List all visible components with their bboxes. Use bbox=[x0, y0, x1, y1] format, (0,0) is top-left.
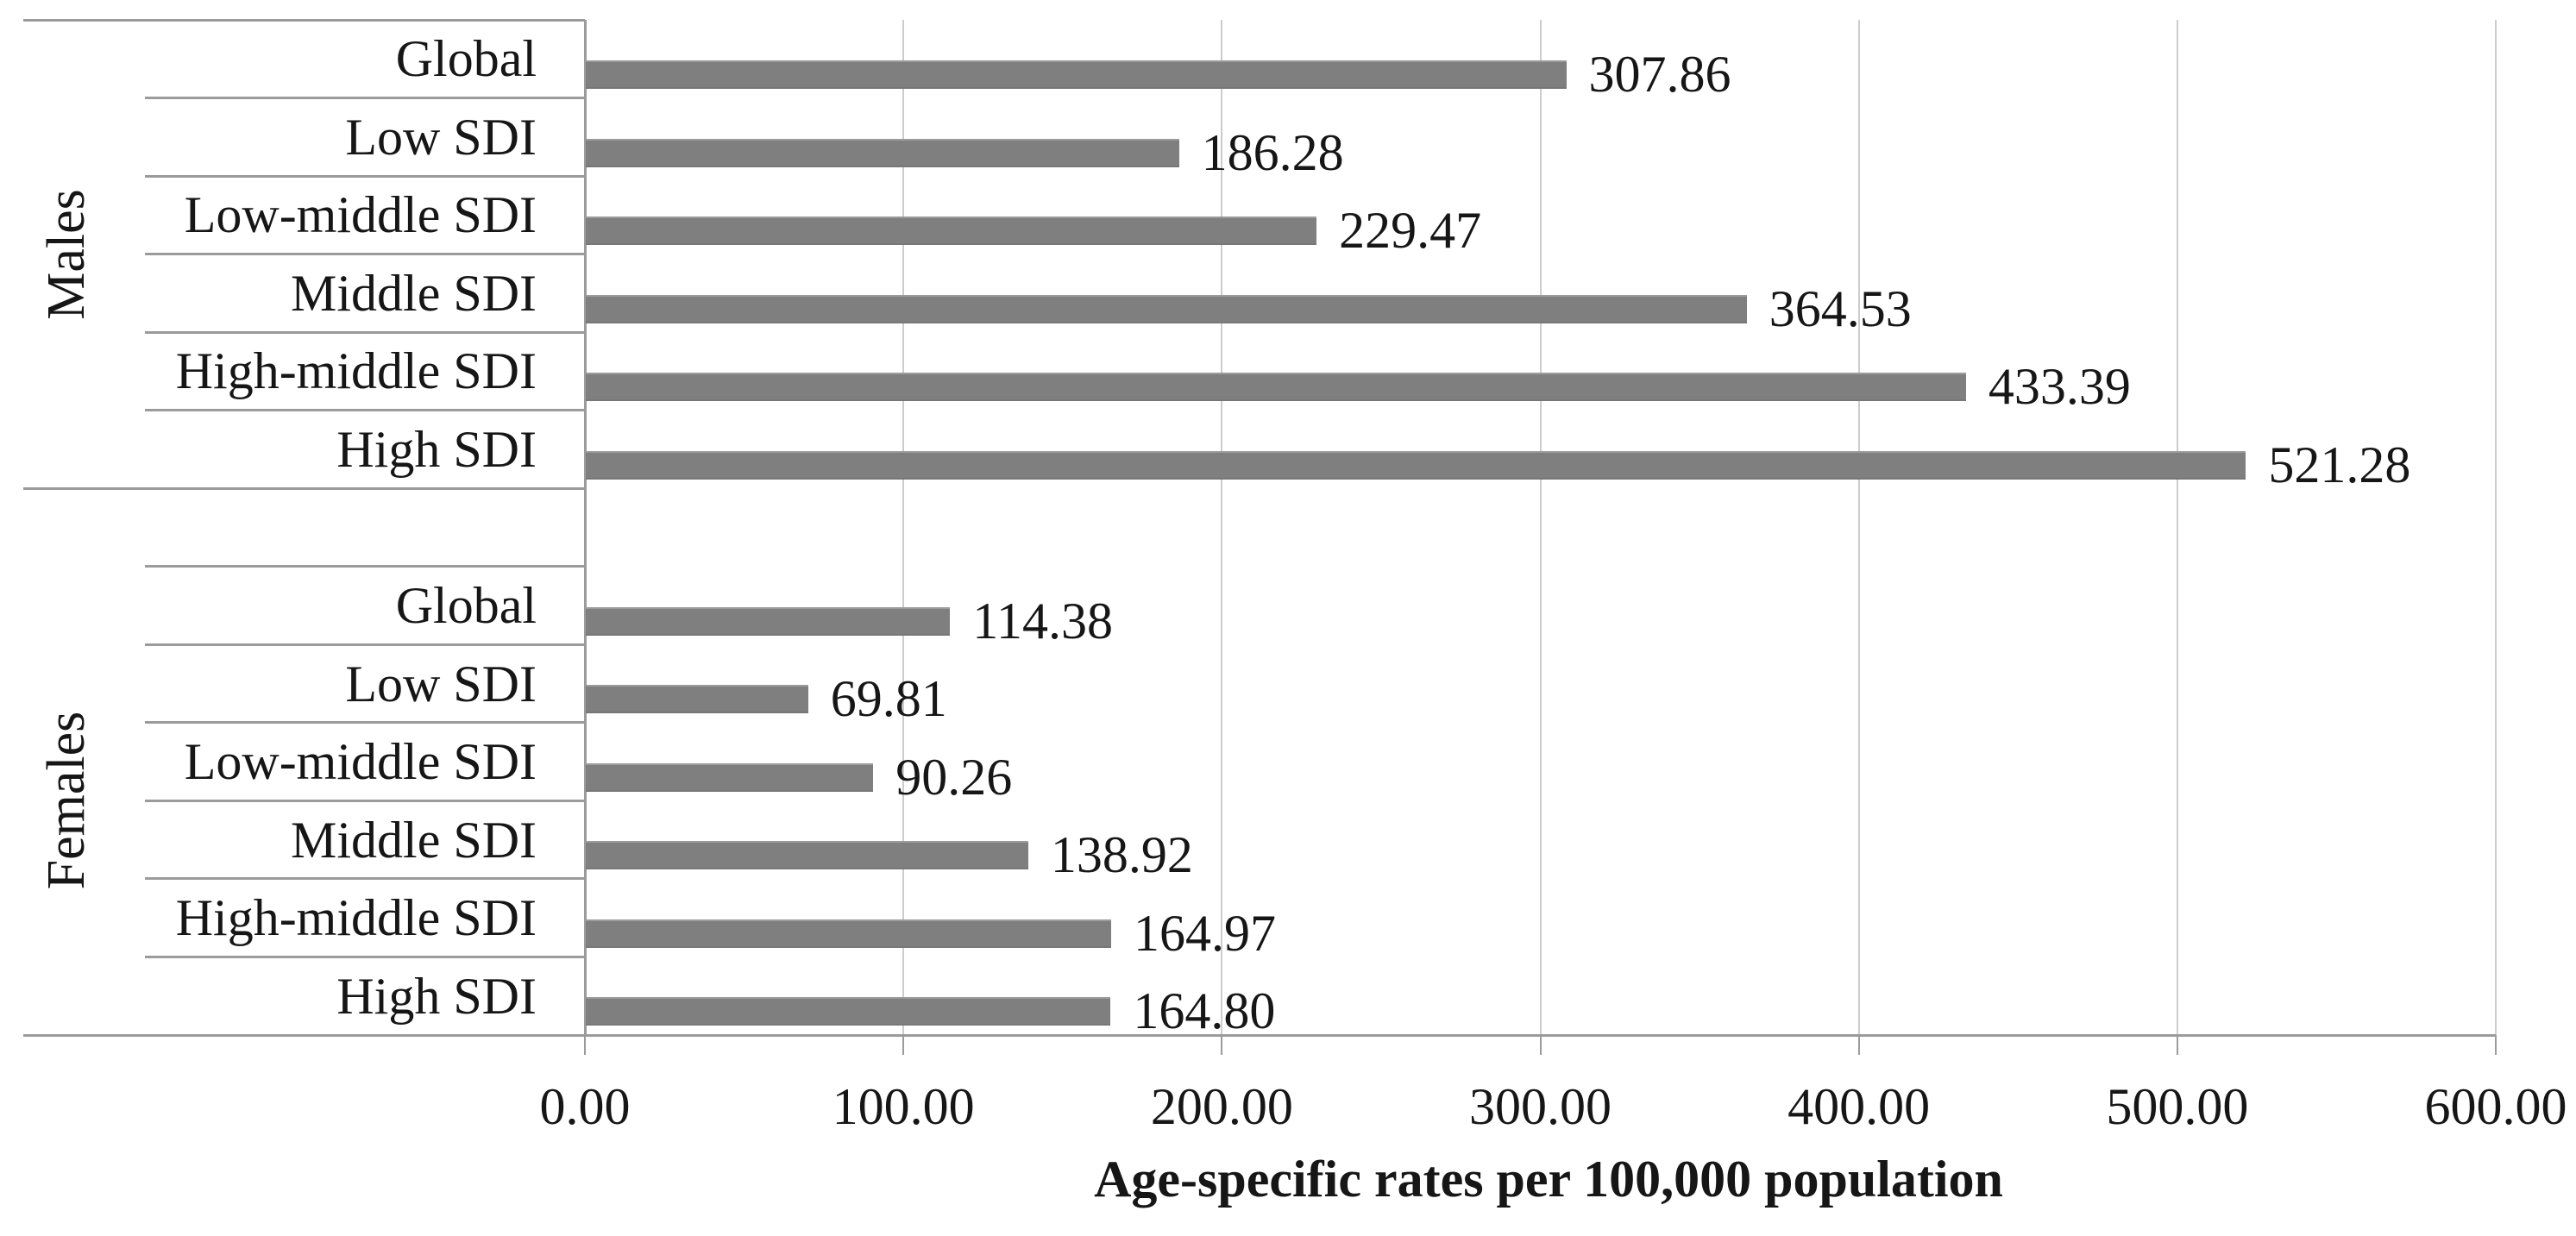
bar bbox=[586, 373, 1966, 402]
category-label: Middle SDI bbox=[291, 264, 537, 322]
bar-value-label: 114.38 bbox=[972, 592, 1114, 649]
bar bbox=[586, 216, 1317, 246]
axis-tick-label: 100.00 bbox=[832, 1078, 975, 1135]
axis-tick-label: 200.00 bbox=[1150, 1078, 1293, 1135]
category-separator-line bbox=[145, 955, 585, 958]
category-label: Global bbox=[395, 577, 537, 635]
gridline bbox=[1221, 20, 1223, 1035]
category-separator-line bbox=[145, 174, 585, 178]
category-separator-line bbox=[145, 565, 585, 568]
bar-value-label: 307.86 bbox=[1588, 46, 1731, 103]
bar-value-label: 138.92 bbox=[1050, 826, 1193, 884]
bar bbox=[586, 60, 1567, 89]
axis-tick-label: 400.00 bbox=[1787, 1078, 1931, 1135]
category-label: Middle SDI bbox=[291, 811, 537, 869]
category-label: High SDI bbox=[336, 967, 537, 1025]
x-axis-line bbox=[23, 1033, 2496, 1037]
gridline bbox=[2176, 20, 2178, 1035]
bar-value-label: 229.47 bbox=[1339, 202, 1482, 260]
axis-tick-label: 500.00 bbox=[2106, 1078, 2249, 1135]
bar bbox=[586, 841, 1028, 870]
axis-tick bbox=[2495, 1035, 2497, 1055]
group-separator-line bbox=[23, 486, 585, 490]
bar bbox=[586, 919, 1111, 948]
category-separator-line bbox=[145, 330, 585, 334]
bar bbox=[586, 294, 1747, 323]
category-label: Low-middle SDI bbox=[184, 733, 537, 791]
category-label: Low SDI bbox=[345, 108, 537, 166]
axis-tick bbox=[1857, 1035, 1860, 1055]
gridline bbox=[902, 20, 905, 1035]
bar-value-label: 164.97 bbox=[1134, 904, 1276, 962]
bar bbox=[586, 997, 1111, 1026]
category-label: High-middle SDI bbox=[175, 889, 537, 947]
category-separator-line bbox=[145, 253, 585, 256]
axis-tick bbox=[902, 1035, 905, 1055]
bar bbox=[586, 606, 951, 636]
bar-value-label: 90.26 bbox=[895, 748, 1013, 806]
category-separator-line bbox=[145, 721, 585, 725]
category-separator-line bbox=[145, 409, 585, 412]
category-label: High SDI bbox=[336, 420, 537, 478]
bar bbox=[586, 450, 2246, 480]
axis-tick bbox=[2176, 1035, 2178, 1055]
bar-value-label: 364.53 bbox=[1769, 279, 1912, 337]
axis-tick bbox=[1539, 1035, 1542, 1055]
gridline bbox=[1857, 20, 1860, 1035]
bar bbox=[586, 138, 1179, 167]
gridline bbox=[2495, 20, 2497, 1035]
category-separator-line bbox=[145, 97, 585, 100]
category-separator-line bbox=[145, 799, 585, 802]
bar bbox=[586, 762, 874, 792]
axis-tick bbox=[584, 1035, 586, 1055]
category-separator-line bbox=[145, 643, 585, 646]
category-label: Low SDI bbox=[345, 655, 537, 712]
bar bbox=[586, 685, 808, 714]
bar-value-label: 433.39 bbox=[1988, 358, 2131, 416]
axis-tick bbox=[1221, 1035, 1223, 1055]
category-separator-line bbox=[145, 877, 585, 881]
category-axis-border bbox=[583, 20, 587, 1035]
x-axis-title: Age-specific rates per 100,000 populatio… bbox=[1094, 1151, 2003, 1208]
gridline bbox=[1539, 20, 1542, 1035]
axis-tick-label: 0.00 bbox=[539, 1078, 631, 1135]
bar-value-label: 521.28 bbox=[2268, 436, 2411, 493]
group-separator-line bbox=[23, 18, 585, 22]
category-label: High-middle SDI bbox=[175, 342, 537, 400]
group-label-females: Females bbox=[37, 712, 96, 890]
bar-value-label: 69.81 bbox=[830, 670, 947, 728]
axis-tick-label: 300.00 bbox=[1469, 1078, 1612, 1135]
axis-tick-label: 600.00 bbox=[2424, 1078, 2567, 1135]
category-label: Global bbox=[395, 30, 537, 88]
group-label-males: Males bbox=[37, 188, 96, 320]
bar-value-label: 186.28 bbox=[1201, 123, 1344, 181]
category-label: Low-middle SDI bbox=[184, 186, 537, 244]
bar-value-label: 164.80 bbox=[1133, 982, 1276, 1040]
